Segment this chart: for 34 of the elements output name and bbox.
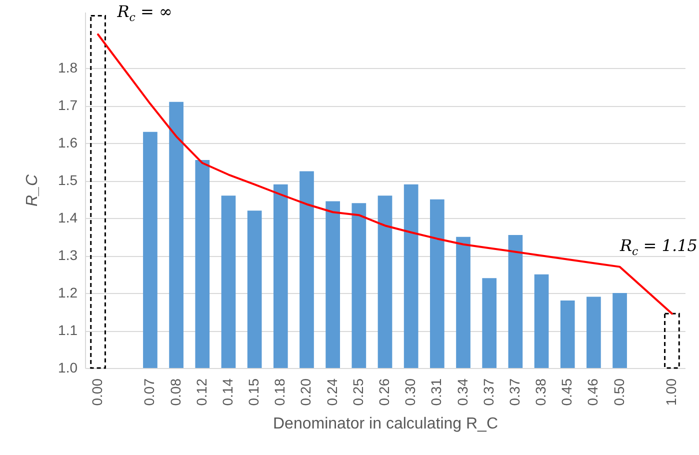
x-tick-label: 0.24 — [324, 378, 340, 406]
x-tick-label: 1.00 — [662, 378, 679, 406]
x-tick-label: 0.30 — [402, 378, 418, 406]
x-tick-label: 0.20 — [298, 378, 314, 406]
x-axis-title: Denominator in calculating R_C — [273, 416, 498, 433]
x-tick-label: 0.08 — [167, 378, 184, 406]
x-tick-label: 0.34 — [454, 378, 470, 406]
y-axis-title: R_C — [24, 174, 42, 207]
x-tick-label: 0.46 — [584, 378, 601, 406]
y-tick-label: 1.5 — [58, 172, 78, 188]
x-tick-label: 0.07 — [141, 378, 158, 406]
x-tick-label: 0.45 — [558, 378, 575, 406]
x-tick-label: 0.15 — [246, 378, 262, 406]
x-tick-label: 0.00 — [89, 378, 106, 406]
y-tick-label: 1.0 — [58, 360, 78, 376]
x-tick-label: 0.50 — [610, 378, 627, 406]
x-tick-label: 0.38 — [532, 378, 549, 406]
y-tick-label: 1.6 — [58, 134, 78, 151]
y-tick-label: 1.1 — [58, 322, 78, 338]
y-tick-label: 1.7 — [58, 97, 78, 114]
y-tick-label: 1.8 — [58, 60, 78, 76]
x-tick-label: 0.37 — [506, 378, 522, 406]
x-tick-label: 0.14 — [219, 378, 236, 406]
x-tick-label: 0.18 — [272, 378, 288, 406]
x-tick-label: 0.26 — [376, 378, 392, 406]
x-tick-label: 0.37 — [480, 378, 496, 406]
x-tick-label: 0.25 — [350, 378, 366, 406]
annotation: R$_{c}$ = 1.15 — [620, 236, 698, 258]
annotation: R$_{c}$ = ∞ — [117, 2, 172, 24]
x-tick-label: 0.12 — [193, 378, 210, 406]
y-tick-label: 1.3 — [58, 247, 78, 264]
y-tick-label: 1.4 — [58, 210, 78, 226]
x-tick-label: 0.31 — [428, 378, 444, 406]
y-tick-label: 1.2 — [58, 284, 78, 301]
